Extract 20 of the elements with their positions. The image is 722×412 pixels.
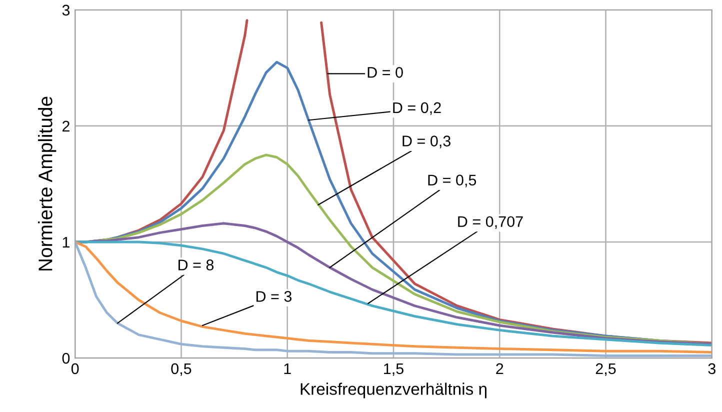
y-tick-label: 0 (62, 352, 70, 364)
annotation: D = 8 (178, 260, 214, 270)
y-axis-title: Normierte Amplitude (38, 96, 56, 270)
annotation: D = 0 (368, 66, 403, 78)
annotation: D = 0,5 (428, 174, 476, 188)
annotation: D = 3 (256, 291, 292, 302)
x-tick-label: 1,5 (384, 363, 404, 376)
x-tick-label: 0 (71, 363, 79, 374)
x-tick-label: 1 (284, 363, 291, 374)
y-tick-label: 3 (62, 4, 70, 16)
annotation: D = 0,707 (458, 216, 523, 229)
y-tick-label: 1 (62, 237, 70, 248)
y-tick-label: 2 (62, 120, 70, 132)
x-tick-label: 0,5 (171, 363, 192, 376)
annotation: D = 0,3 (402, 136, 450, 148)
annotation: D = 0,2 (393, 102, 441, 115)
x-axis-title: Kreisfrequenzverhältnis η (300, 382, 486, 398)
x-tick-label: 2,5 (596, 363, 616, 376)
x-tick-label: 3 (708, 363, 716, 374)
x-tick-label: 2 (496, 363, 504, 374)
